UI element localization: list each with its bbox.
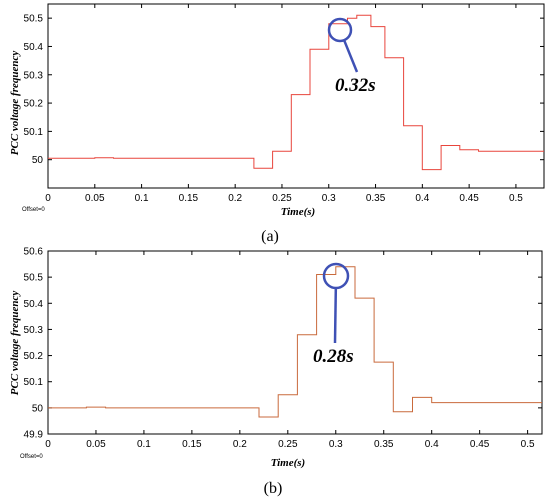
- x-tick-label: 0.05: [85, 193, 105, 204]
- x-tick-label: 0.2: [228, 193, 242, 204]
- x-tick-label: 0.05: [86, 439, 106, 450]
- x-axis-label: Time(s): [281, 206, 315, 218]
- offset-text: Offset=0: [20, 454, 43, 460]
- x-tick-label: 0: [45, 439, 51, 450]
- y-tick-label: 50.2: [24, 99, 44, 110]
- annotation-label: 0.32s: [335, 75, 376, 96]
- series-line: [48, 266, 542, 418]
- x-tick-label: 0.25: [272, 193, 292, 204]
- y-tick-label: 50.1: [24, 127, 44, 138]
- y-axis-label: PCC voltage frequency: [9, 291, 21, 396]
- y-tick-label: 50.5: [24, 14, 44, 25]
- annotation-circle: [327, 17, 353, 43]
- x-tick-label: 0.35: [374, 439, 394, 450]
- y-tick-label: 50.5: [24, 273, 44, 284]
- x-tick-label: 0.4: [415, 193, 429, 204]
- annotation-pointer: [333, 287, 338, 344]
- x-tick-label: 0.4: [425, 439, 439, 450]
- x-tick-label: 0.2: [233, 439, 247, 450]
- x-tick-label: 0.5: [521, 439, 535, 450]
- x-axis-label: Time(s): [271, 457, 305, 469]
- y-tick-label: 50.1: [24, 377, 44, 388]
- y-tick-label: 50: [32, 403, 44, 414]
- annotation-pointer: [342, 39, 359, 73]
- y-tick-label: 50: [32, 155, 44, 166]
- panel-label: (b): [264, 480, 283, 497]
- x-tick-label: 0: [45, 193, 51, 204]
- y-tick-label: 50.2: [24, 351, 44, 362]
- x-tick-label: 0.1: [135, 193, 149, 204]
- x-tick-label: 0.1: [137, 439, 151, 450]
- y-tick-label: 50.4: [24, 42, 44, 53]
- panel-label: (a): [261, 228, 279, 245]
- y-tick-label: 50.3: [24, 325, 44, 336]
- x-tick-label: 0.3: [322, 193, 336, 204]
- x-tick-label: 0.3: [329, 439, 343, 450]
- series-line: [48, 14, 544, 171]
- x-tick-label: 0.15: [182, 439, 202, 450]
- y-tick-label: 50.6: [24, 247, 44, 258]
- y-axis-label: PCC voltage frequency: [9, 51, 21, 156]
- x-tick-label: 0.15: [179, 193, 199, 204]
- x-tick-label: 0.35: [366, 193, 386, 204]
- x-tick-label: 0.5: [509, 193, 523, 204]
- x-tick-label: 0.45: [459, 193, 479, 204]
- chart-panel-a: PCC voltage frequency Time(s) Offset=0 (…: [9, 3, 545, 245]
- plot-frame: [47, 3, 545, 189]
- offset-text: Offset=0: [22, 207, 45, 213]
- y-tick-label: 50.4: [24, 299, 44, 310]
- y-tick-label: 50.3: [24, 70, 44, 81]
- chart-panel-b: PCC voltage frequency Time(s) Offset=0 (…: [9, 247, 543, 497]
- annotation-label: 0.28s: [313, 346, 354, 367]
- y-tick-label: 49.9: [24, 430, 44, 441]
- plot-frame: [47, 250, 543, 435]
- annotation-circle: [322, 262, 350, 290]
- x-tick-label: 0.45: [470, 439, 490, 450]
- x-tick-label: 0.25: [278, 439, 298, 450]
